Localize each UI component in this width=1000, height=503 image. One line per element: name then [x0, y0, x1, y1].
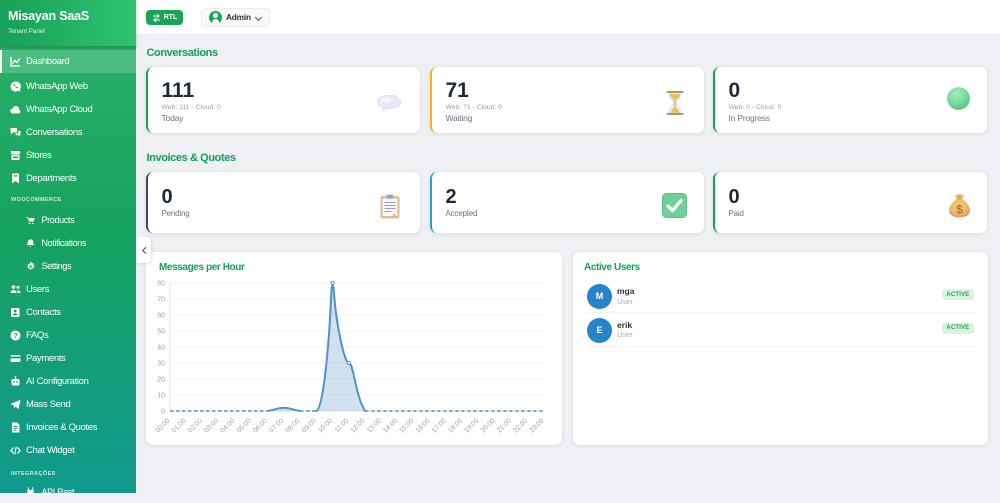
svg-text:15:00: 15:00: [398, 417, 415, 434]
svg-text:30: 30: [157, 361, 165, 368]
svg-text:03:00: 03:00: [203, 417, 220, 434]
svg-text:60: 60: [157, 313, 165, 320]
svg-text:50: 50: [157, 329, 165, 336]
svg-text:19:00: 19:00: [463, 417, 480, 434]
svg-text:12:00: 12:00: [350, 417, 367, 434]
svg-text:06:00: 06:00: [252, 417, 269, 434]
svg-text:09:00: 09:00: [301, 417, 318, 434]
svg-text:0: 0: [161, 409, 165, 416]
svg-text:40: 40: [157, 345, 165, 352]
svg-text:23:00: 23:00: [528, 417, 545, 434]
svg-text:22:00: 22:00: [512, 417, 529, 434]
svg-text:17:00: 17:00: [431, 417, 448, 434]
svg-text:14:00: 14:00: [382, 417, 399, 434]
svg-text:16:00: 16:00: [415, 417, 432, 434]
svg-text:04:00: 04:00: [219, 417, 236, 434]
svg-text:05:00: 05:00: [236, 417, 253, 434]
svg-text:07:00: 07:00: [268, 417, 285, 434]
svg-text:01:00: 01:00: [171, 417, 188, 434]
svg-text:?: ?: [14, 333, 18, 340]
svg-text:08:00: 08:00: [285, 417, 302, 434]
svg-text:$: $: [956, 202, 963, 216]
svg-text:20: 20: [157, 377, 165, 384]
svg-text:10: 10: [157, 393, 165, 400]
svg-text:20:00: 20:00: [480, 417, 497, 434]
svg-text:13:00: 13:00: [366, 417, 383, 434]
svg-text:11:00: 11:00: [334, 417, 351, 434]
svg-text:18:00: 18:00: [447, 417, 464, 434]
svg-text:70: 70: [157, 297, 165, 304]
svg-text:02:00: 02:00: [187, 417, 204, 434]
svg-text:21:00: 21:00: [496, 417, 513, 434]
svg-text:10:00: 10:00: [317, 417, 334, 434]
svg-text:00:00: 00:00: [154, 417, 171, 434]
svg-text:80: 80: [157, 281, 165, 288]
